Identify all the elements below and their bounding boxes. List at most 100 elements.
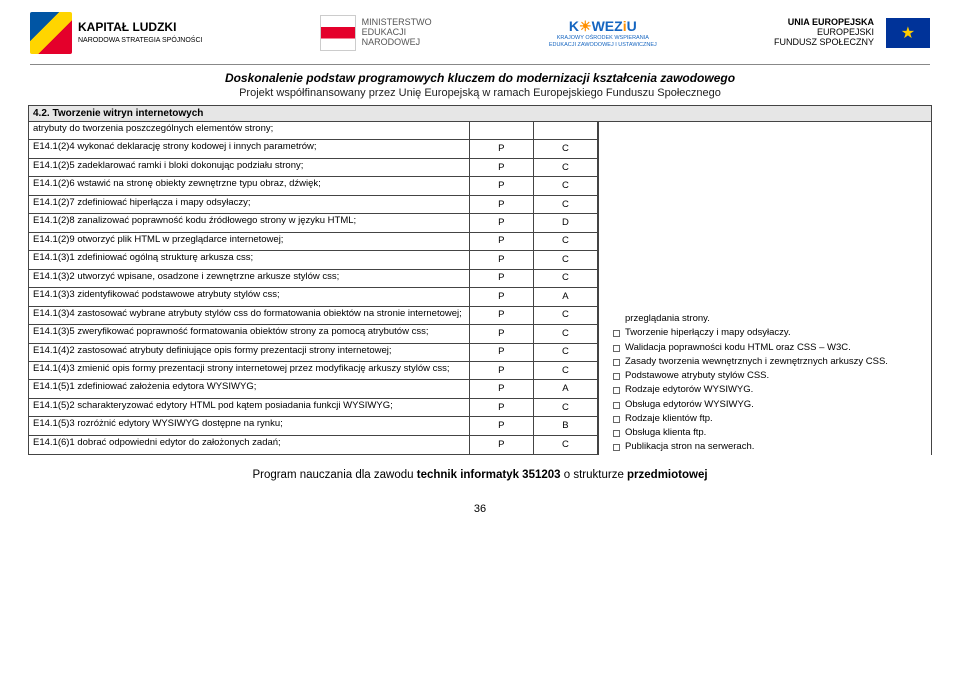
outcome-col-cat: C (533, 140, 597, 158)
table-row: E14.1(2)8 zanalizować poprawność kodu źr… (29, 214, 598, 232)
outcome-col-cat: C (533, 435, 597, 454)
men-line3: NARODOWEJ (362, 38, 432, 48)
table-row: E14.1(3)4 zastosować wybrane atrybuty st… (29, 306, 598, 324)
topic-item: Walidacja poprawności kodu HTML oraz CSS… (611, 341, 923, 355)
eu-flag-icon: ★ (886, 18, 930, 48)
table-row: E14.1(5)3 rozróżnić edytory WYSIWYG dost… (29, 417, 598, 435)
table-row: E14.1(2)4 wykonać deklarację strony kodo… (29, 140, 598, 158)
outcome-desc: E14.1(4)2 zastosować atrybuty definiując… (29, 343, 470, 361)
outcome-col-cat: C (533, 251, 597, 269)
table-row-intro: atrybuty do tworzenia poszczególnych ele… (29, 122, 470, 140)
outcome-col-cat: C (533, 195, 597, 213)
table-row: E14.1(6)1 dobrać odpowiedni edytor do za… (29, 435, 598, 454)
outcome-col-cat: C (533, 325, 597, 343)
outcome-col-cat: C (533, 306, 597, 324)
topic-item: Zasady tworzenia wewnętrznych i zewnętrz… (611, 355, 923, 369)
outcome-col-p: P (469, 195, 533, 213)
outcome-desc: E14.1(2)4 wykonać deklarację strony kodo… (29, 140, 470, 158)
logo-koweziu: K☀WEZiU KRAJOWY OŚRODEK WSPIERANIA EDUKA… (549, 18, 657, 47)
outcome-desc: E14.1(2)7 zdefiniować hiperłącza i mapy … (29, 195, 470, 213)
outcome-col-cat: C (533, 177, 597, 195)
outcome-col-p: P (469, 306, 533, 324)
topic-continuation: przeglądania strony. (611, 312, 923, 326)
table-row: E14.1(4)3 zmienić opis formy prezentacji… (29, 361, 598, 379)
outcomes-table: atrybuty do tworzenia poszczególnych ele… (28, 122, 598, 455)
outcome-desc: E14.1(3)4 zastosować wybrane atrybuty st… (29, 306, 470, 324)
topic-item: Rodzaje edytorów WYSIWYG. (611, 383, 923, 397)
page-number: 36 (28, 503, 932, 515)
table-row: E14.1(3)2 utworzyć wpisane, osadzone i z… (29, 269, 598, 287)
topics-list: Tworzenie hiperłączy i mapy odsyłaczy.Wa… (611, 326, 923, 454)
outcome-col-cat: C (533, 361, 597, 379)
topic-item: Obsługa edytorów WYSIWYG. (611, 398, 923, 412)
outcome-col-cat: A (533, 380, 597, 398)
topic-item: Tworzenie hiperłączy i mapy odsyłaczy. (611, 326, 923, 340)
table-row: E14.1(3)1 zdefiniować ogólną strukturę a… (29, 251, 598, 269)
logo-kapital-ludzki: KAPITAŁ LUDZKI NARODOWA STRATEGIA SPÓJNO… (30, 12, 202, 54)
doc-subtitle: Projekt współfinansowany przez Unię Euro… (0, 87, 960, 99)
topic-item: Publikacja stron na serwerach. (611, 440, 923, 454)
logo-eu: UNIA EUROPEJSKA EUROPEJSKI FUNDUSZ SPOŁE… (774, 18, 930, 48)
footer-program: Program nauczania dla zawodu technik inf… (28, 469, 932, 481)
outcome-col-p: P (469, 380, 533, 398)
kapital-title: KAPITAŁ LUDZKI (78, 21, 202, 34)
outcome-col-cat: C (533, 269, 597, 287)
outcome-col-cat: C (533, 158, 597, 176)
outcome-desc: E14.1(6)1 dobrać odpowiedni edytor do za… (29, 435, 470, 454)
outcome-col-p: P (469, 158, 533, 176)
men-icon (320, 15, 356, 51)
topics-column: przeglądania strony. Tworzenie hiperłącz… (598, 122, 931, 455)
topic-item: Podstawowe atrybuty stylów CSS. (611, 369, 923, 383)
table-row: E14.1(5)2 scharakteryzować edytory HTML … (29, 398, 598, 416)
outcome-col-p: P (469, 177, 533, 195)
logo-bar: KAPITAŁ LUDZKI NARODOWA STRATEGIA SPÓJNO… (0, 0, 960, 62)
outcome-desc: E14.1(2)5 zadeklarować ramki i bloki dok… (29, 158, 470, 176)
outcome-col-p: P (469, 232, 533, 250)
outcome-col-cat: A (533, 288, 597, 306)
outcome-desc: E14.1(5)2 scharakteryzować edytory HTML … (29, 398, 470, 416)
table-row: E14.1(2)9 otworzyć plik HTML w przegląda… (29, 232, 598, 250)
outcome-col-cat: C (533, 343, 597, 361)
outcome-desc: E14.1(5)1 zdefiniować założenia edytora … (29, 380, 470, 398)
table-row: E14.1(2)7 zdefiniować hiperłącza i mapy … (29, 195, 598, 213)
outcome-col-p: P (469, 361, 533, 379)
content-row: atrybuty do tworzenia poszczególnych ele… (28, 122, 932, 455)
outcome-col-p: P (469, 325, 533, 343)
outcome-col-p: P (469, 343, 533, 361)
outcome-col-p: P (469, 269, 533, 287)
kapital-subtitle: NARODOWA STRATEGIA SPÓJNOŚCI (78, 37, 202, 44)
outcome-col-p: P (469, 398, 533, 416)
outcome-desc: E14.1(2)6 wstawić na stronę obiekty zewn… (29, 177, 470, 195)
section-header: 4.2. Tworzenie witryn internetowych (28, 105, 932, 122)
outcome-desc: E14.1(3)3 zidentyfikować podstawowe atry… (29, 288, 470, 306)
table-row: E14.1(4)2 zastosować atrybuty definiując… (29, 343, 598, 361)
table-row: E14.1(5)1 zdefiniować założenia edytora … (29, 380, 598, 398)
logo-men: MINISTERSTWO EDUKACJI NARODOWEJ (320, 15, 432, 51)
outcome-desc: E14.1(4)3 zmienić opis formy prezentacji… (29, 361, 470, 379)
outcome-col-p: P (469, 251, 533, 269)
outcome-desc: E14.1(3)1 zdefiniować ogólną strukturę a… (29, 251, 470, 269)
outcome-col-p: P (469, 435, 533, 454)
topic-item: Obsługa klienta ftp. (611, 426, 923, 440)
outcome-col-p: P (469, 288, 533, 306)
table-row: E14.1(2)5 zadeklarować ramki i bloki dok… (29, 158, 598, 176)
main-content: 4.2. Tworzenie witryn internetowych atry… (0, 105, 960, 515)
outcome-desc: E14.1(2)9 otworzyć plik HTML w przegląda… (29, 232, 470, 250)
topic-item: Rodzaje klientów ftp. (611, 412, 923, 426)
outcome-col-p: P (469, 417, 533, 435)
table-row: E14.1(2)6 wstawić na stronę obiekty zewn… (29, 177, 598, 195)
outcome-col-cat: B (533, 417, 597, 435)
table-row: E14.1(3)3 zidentyfikować podstawowe atry… (29, 288, 598, 306)
outcome-desc: E14.1(3)5 zweryfikować poprawność format… (29, 325, 470, 343)
outcome-col-cat: C (533, 398, 597, 416)
outcome-desc: E14.1(2)8 zanalizować poprawność kodu źr… (29, 214, 470, 232)
outcome-desc: E14.1(5)3 rozróżnić edytory WYSIWYG dost… (29, 417, 470, 435)
outcome-col-cat: C (533, 232, 597, 250)
doc-title: Doskonalenie podstaw programowych klucze… (0, 71, 960, 85)
outcome-col-p: P (469, 214, 533, 232)
outcome-desc: E14.1(3)2 utworzyć wpisane, osadzone i z… (29, 269, 470, 287)
divider (30, 64, 930, 65)
outcome-col-cat: D (533, 214, 597, 232)
outcome-col-p: P (469, 140, 533, 158)
kapital-ludzki-icon (30, 12, 72, 54)
